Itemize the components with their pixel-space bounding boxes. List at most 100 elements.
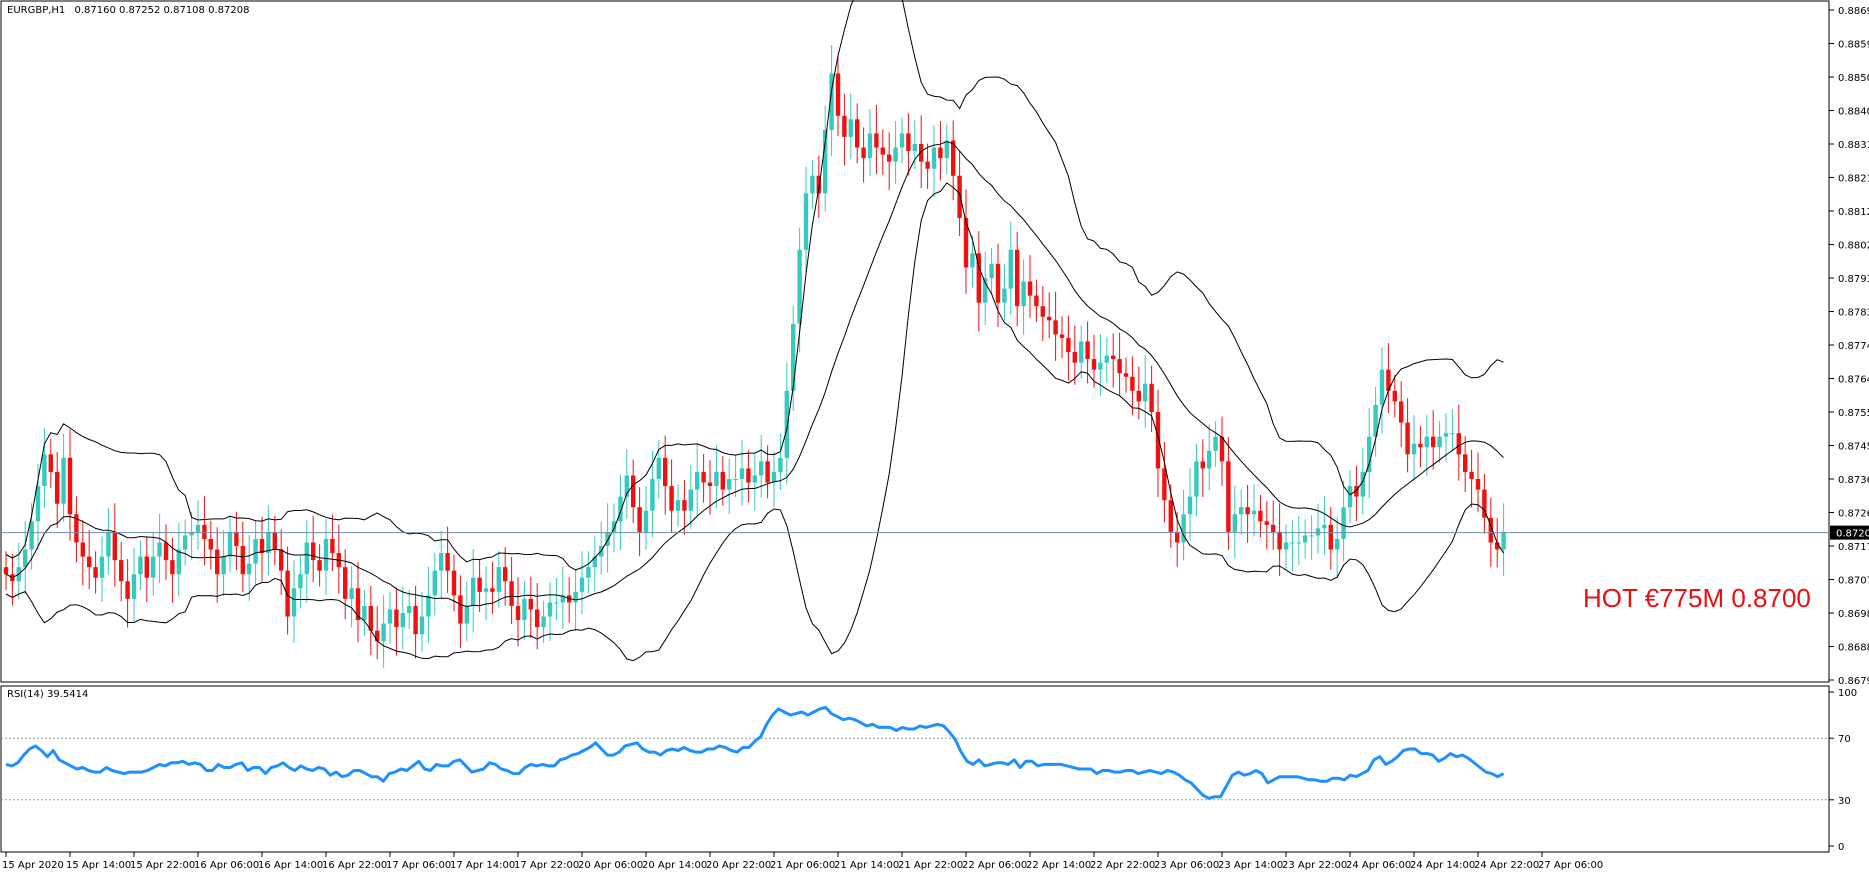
candle [970, 235, 975, 288]
candle-body [835, 73, 841, 116]
candle-body [650, 479, 655, 511]
price-tick: 0.86790 [1829, 676, 1869, 687]
candle-body [592, 556, 597, 568]
candle [509, 556, 514, 624]
price-tick-label: 0.87075 [1838, 576, 1869, 587]
candle [1322, 496, 1327, 555]
candle [311, 516, 316, 583]
price-tick-label: 0.86790 [1838, 676, 1869, 687]
candle-body [74, 514, 79, 543]
candle-body [221, 556, 226, 575]
time-tick-label: 23 Apr 14:00 [1218, 860, 1283, 871]
candle-body [1104, 355, 1109, 363]
candle-body [1251, 510, 1257, 515]
candle [291, 559, 297, 643]
candle-body [1117, 359, 1122, 374]
candle-body [253, 538, 258, 564]
candle-body [35, 486, 41, 522]
rsi-pane-border [0, 685, 1830, 853]
candle-body [1219, 436, 1225, 462]
candle [1290, 520, 1295, 572]
candle [624, 449, 629, 519]
candle [464, 581, 469, 642]
candle [1194, 443, 1199, 517]
price-tick: 0.87645 [1829, 375, 1869, 386]
candle-body [899, 133, 905, 148]
time-tick-label: 22 Apr 22:00 [1090, 860, 1155, 871]
candle-body [515, 605, 521, 621]
candle [733, 454, 738, 497]
candle-body [631, 475, 636, 508]
candle [48, 438, 53, 488]
candle [1437, 420, 1442, 464]
candle-body [771, 471, 777, 483]
candle [1219, 416, 1225, 486]
price-tick-label: 0.88595 [1838, 40, 1869, 51]
price-tick-label: 0.88500 [1838, 73, 1869, 84]
price-tick-label: 0.88025 [1838, 241, 1869, 252]
candle-body [791, 323, 796, 391]
candle [1021, 259, 1026, 335]
candle [1066, 315, 1071, 381]
candle [67, 429, 73, 541]
candle [1424, 414, 1429, 476]
candle [874, 104, 879, 174]
price-axis: 0.88690 0.88595 0.88500 0.88405 0.88310 0.882… [1829, 6, 1869, 687]
candle-body [3, 567, 9, 575]
candle [547, 582, 553, 641]
candle [637, 487, 642, 557]
candle-body [675, 500, 681, 511]
candle-body [439, 553, 444, 571]
candle-body [285, 570, 290, 617]
candle-body [1347, 486, 1353, 508]
candle-body [1168, 500, 1173, 532]
candle [362, 590, 367, 636]
candle-body [1418, 443, 1423, 448]
candle-body [1091, 359, 1097, 370]
candle [259, 516, 265, 582]
candle [61, 433, 66, 522]
candle-body [528, 598, 533, 610]
candle-body [80, 542, 85, 557]
candle [451, 554, 457, 612]
candle [1271, 500, 1276, 550]
candle-body [1021, 281, 1026, 307]
candle-body [1143, 383, 1148, 402]
candle-body [1207, 450, 1212, 469]
time-tick: 23 Apr 06:00 [1154, 852, 1219, 871]
candle [439, 530, 444, 600]
candle [1373, 386, 1378, 457]
candle [848, 92, 853, 160]
candle-body [803, 193, 809, 250]
candle-body [1239, 507, 1244, 515]
candle [1341, 480, 1346, 562]
candle [1072, 325, 1077, 385]
candle [375, 606, 380, 660]
candle-body [1245, 507, 1250, 515]
candle-body [682, 500, 687, 511]
candle [151, 532, 156, 596]
candle-body [375, 630, 380, 642]
candle-body [112, 531, 117, 561]
time-tick: 15 Apr 22:00 [130, 852, 195, 871]
rsi-pane[interactable]: RSI(14) 39.5414 [0, 685, 1830, 853]
candle [1482, 473, 1487, 534]
candle [1200, 439, 1205, 497]
time-tick-label: 24 Apr 06:00 [1346, 860, 1411, 871]
rsi-tick-label: 0 [1838, 842, 1844, 853]
candle [119, 542, 124, 602]
candle [1232, 485, 1237, 559]
candle-body [1226, 461, 1231, 532]
candle [471, 549, 476, 633]
candle [253, 520, 258, 584]
candle [605, 503, 610, 573]
price-tick: 0.86885 [1829, 643, 1869, 654]
candle-body [970, 253, 975, 268]
candle [867, 109, 873, 177]
candle-body [957, 175, 962, 219]
time-tick-label: 23 Apr 06:00 [1154, 860, 1219, 871]
candlestick-series [3, 44, 1506, 668]
candle-body [272, 531, 277, 550]
price-pane[interactable]: EURGBP,H1 0.87160 0.87252 0.87108 0.8720… [0, 0, 1830, 683]
